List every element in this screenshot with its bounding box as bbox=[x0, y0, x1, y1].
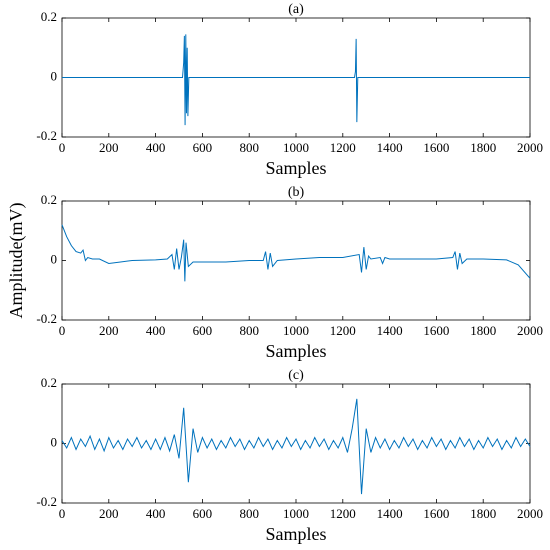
x-axis-label: Samples bbox=[266, 524, 327, 544]
x-axis-label: Samples bbox=[266, 341, 327, 361]
x-tick-label: 200 bbox=[99, 140, 119, 155]
x-tick-label: 400 bbox=[146, 323, 166, 338]
x-tick-label: 1400 bbox=[377, 506, 403, 521]
x-tick-label: 1600 bbox=[423, 323, 449, 338]
x-tick-label: 200 bbox=[99, 506, 119, 521]
x-tick-label: 0 bbox=[59, 140, 66, 155]
x-tick-label: 600 bbox=[193, 506, 213, 521]
y-tick-label: 0.2 bbox=[41, 9, 57, 24]
y-tick-label: -0.2 bbox=[36, 128, 57, 143]
signal-line bbox=[61, 224, 531, 282]
y-tick-label: 0.2 bbox=[41, 192, 57, 207]
panel-title: (c) bbox=[288, 368, 304, 383]
x-tick-label: 1800 bbox=[470, 140, 496, 155]
x-tick-label: 800 bbox=[239, 140, 259, 155]
y-tick-label: -0.2 bbox=[36, 494, 57, 509]
x-tick-label: 1800 bbox=[470, 506, 496, 521]
x-tick-label: 2000 bbox=[517, 323, 543, 338]
x-tick-label: 1200 bbox=[330, 140, 356, 155]
y-tick-label: 0 bbox=[51, 434, 58, 449]
y-tick-label: 0 bbox=[51, 251, 58, 266]
signal-line bbox=[61, 398, 531, 495]
x-tick-label: 600 bbox=[193, 323, 213, 338]
x-tick-label: 1800 bbox=[470, 323, 496, 338]
x-tick-label: 1200 bbox=[330, 323, 356, 338]
x-tick-label: 1200 bbox=[330, 506, 356, 521]
y-axis-label: Amplitude(mV) bbox=[6, 203, 27, 319]
x-tick-label: 1600 bbox=[423, 140, 449, 155]
x-tick-label: 1000 bbox=[283, 506, 309, 521]
x-tick-label: 200 bbox=[99, 323, 119, 338]
panel-title: (b) bbox=[288, 185, 305, 200]
x-tick-label: 1400 bbox=[377, 323, 403, 338]
x-tick-label: 1000 bbox=[283, 323, 309, 338]
x-tick-label: 2000 bbox=[517, 506, 543, 521]
x-tick-label: 400 bbox=[146, 140, 166, 155]
signal-line bbox=[62, 34, 530, 126]
x-tick-label: 800 bbox=[239, 506, 259, 521]
x-tick-label: 0 bbox=[59, 323, 66, 338]
x-axis-label: Samples bbox=[266, 158, 327, 178]
x-tick-label: 1000 bbox=[283, 140, 309, 155]
x-tick-label: 600 bbox=[193, 140, 213, 155]
x-tick-label: 1400 bbox=[377, 140, 403, 155]
plot-frame bbox=[61, 383, 531, 504]
panel-title: (a) bbox=[288, 2, 304, 17]
y-tick-label: 0.2 bbox=[41, 375, 57, 390]
x-tick-label: 1600 bbox=[423, 506, 449, 521]
x-tick-label: 800 bbox=[239, 323, 259, 338]
x-tick-label: 400 bbox=[146, 506, 166, 521]
x-tick-label: 0 bbox=[59, 506, 66, 521]
x-tick-label: 2000 bbox=[517, 140, 543, 155]
y-tick-label: -0.2 bbox=[36, 311, 57, 326]
y-tick-label: 0 bbox=[51, 68, 58, 83]
